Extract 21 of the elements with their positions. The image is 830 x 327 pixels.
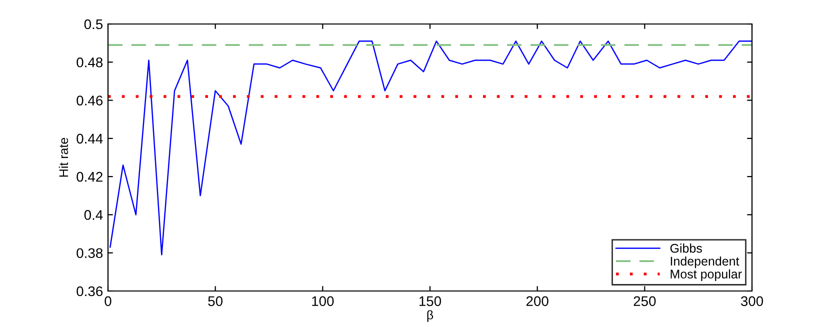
y-tick-label: 0.38 bbox=[76, 248, 103, 258]
y-axis-title: Hit rate bbox=[58, 138, 68, 177]
x-tick-label: 300 bbox=[740, 296, 764, 306]
legend-label: Independent bbox=[670, 256, 740, 268]
y-tick-label: 0.44 bbox=[76, 134, 103, 144]
line-series bbox=[110, 40, 752, 256]
y-tick-label: 0.42 bbox=[76, 172, 102, 182]
legend-label: Most popular bbox=[670, 269, 742, 281]
x-tick-label: 150 bbox=[419, 296, 442, 306]
x-tick-label: 0 bbox=[104, 296, 112, 306]
x-tick-label: 250 bbox=[634, 296, 656, 306]
y-tick-label: 0.36 bbox=[76, 286, 103, 296]
y-tick-label: 0.4 bbox=[84, 210, 103, 220]
y-tick-label: 0.5 bbox=[84, 19, 103, 30]
x-axis-title: β bbox=[427, 310, 434, 322]
x-tick-label: 200 bbox=[526, 296, 548, 306]
x-tick-label: 50 bbox=[208, 296, 223, 306]
legend-label: Gibbs bbox=[670, 244, 702, 253]
y-tick-label: 0.48 bbox=[76, 57, 103, 68]
x-tick-label: 100 bbox=[312, 296, 334, 306]
y-tick-label: 0.46 bbox=[76, 96, 103, 106]
